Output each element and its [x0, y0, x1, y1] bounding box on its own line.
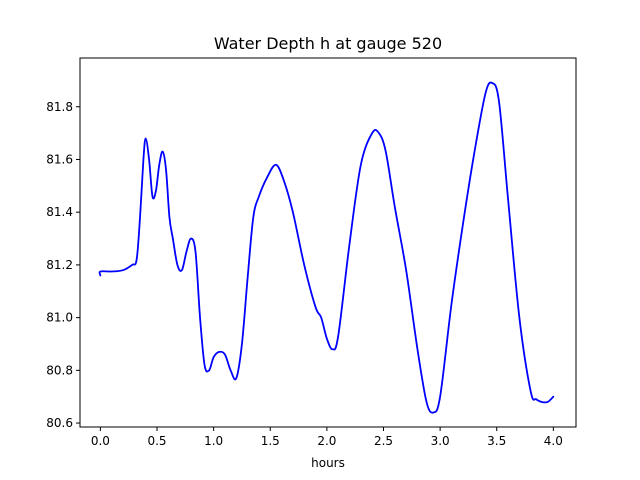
x-tick-label: 1.0	[204, 434, 223, 448]
plot-frame	[79, 57, 577, 428]
x-tick-label: 3.5	[487, 434, 506, 448]
x-tick-label: 2.5	[374, 434, 393, 448]
x-tick-label: 1.5	[261, 434, 280, 448]
y-axis: 80.6 80.8 81.0 81.2 81.4 81.6 81.8	[46, 100, 80, 430]
y-tick-label: 81.4	[46, 205, 73, 219]
y-tick-label: 80.8	[46, 363, 73, 377]
chart-title: Water Depth h at gauge 520	[214, 34, 442, 53]
x-tick-label: 2.0	[317, 434, 336, 448]
y-tick-label: 81.2	[46, 258, 73, 272]
x-tick-label: 4.0	[544, 434, 563, 448]
x-tick-label: 0.5	[147, 434, 166, 448]
x-axis: 0.0 0.5 1.0 1.5 2.0 2.5 3.0 3.5 4.0	[91, 427, 563, 448]
y-tick-label: 81.6	[46, 152, 73, 166]
water-depth-line	[98, 81, 555, 414]
x-axis-label: hours	[311, 456, 345, 470]
x-tick-label: 0.0	[91, 434, 110, 448]
y-tick-label: 81.0	[46, 311, 73, 325]
y-tick-label: 80.6	[46, 416, 73, 430]
series-layer	[98, 81, 555, 414]
x-tick-label: 3.0	[431, 434, 450, 448]
y-tick-label: 81.8	[46, 100, 73, 114]
